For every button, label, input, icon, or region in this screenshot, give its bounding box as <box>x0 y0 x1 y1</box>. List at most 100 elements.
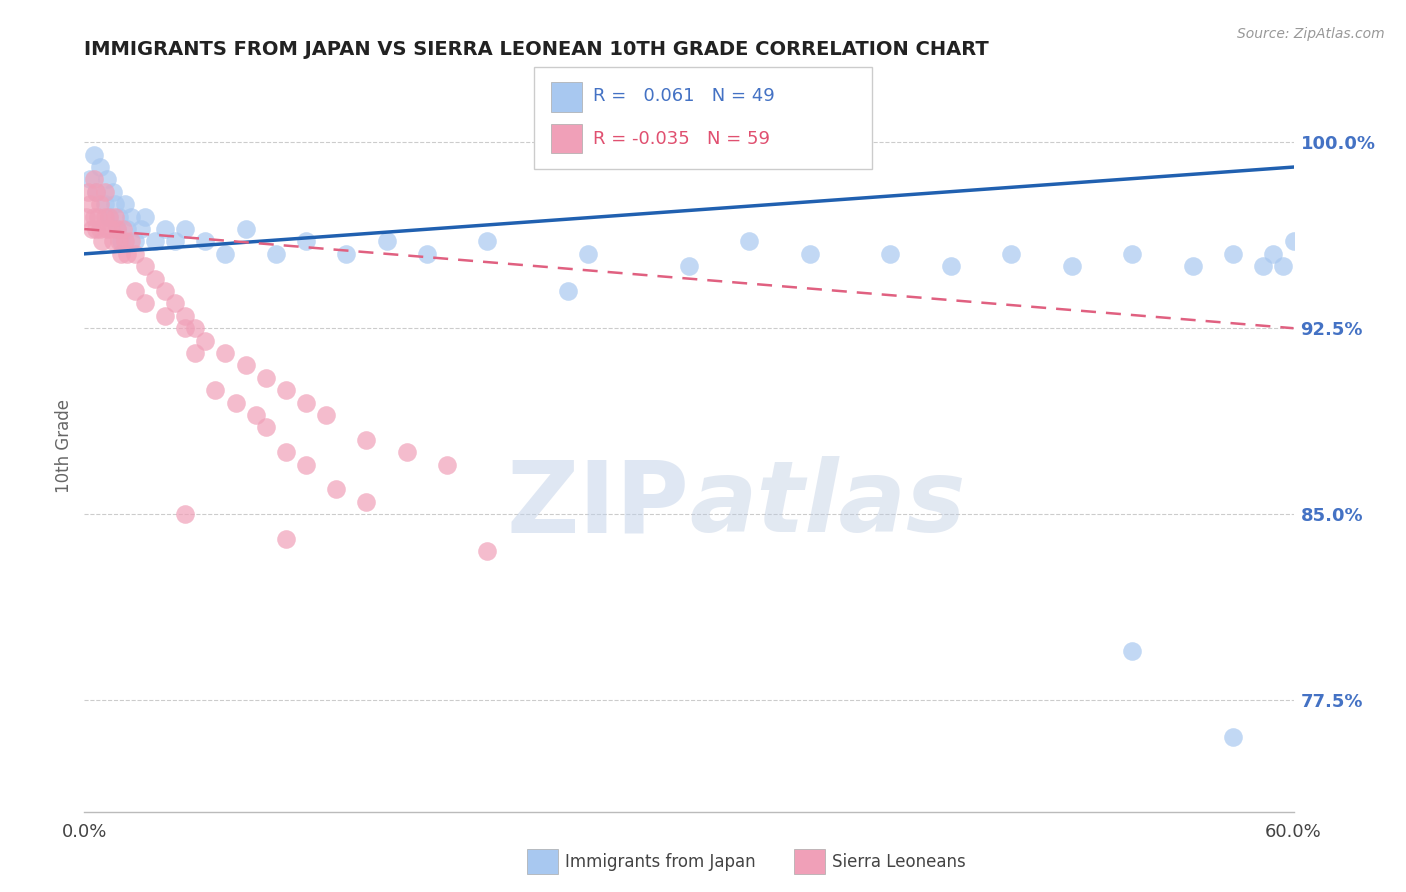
Point <box>87 210 110 224</box>
Point <box>83 172 105 186</box>
Point <box>274 383 297 397</box>
Point <box>1121 247 1143 261</box>
Point <box>335 247 357 261</box>
Point <box>124 284 146 298</box>
Point <box>114 197 136 211</box>
Point <box>143 235 166 249</box>
Point <box>204 383 226 397</box>
Point <box>174 309 197 323</box>
Point <box>114 235 136 249</box>
Point <box>678 259 700 273</box>
Point <box>100 222 122 236</box>
Point <box>174 507 197 521</box>
Point <box>1282 235 1305 249</box>
Point <box>356 433 378 447</box>
Point <box>101 235 124 249</box>
Point <box>315 408 337 422</box>
Point <box>153 309 176 323</box>
Point <box>274 445 297 459</box>
Text: R = -0.035   N = 59: R = -0.035 N = 59 <box>593 130 770 148</box>
Text: IMMIGRANTS FROM JAPAN VS SIERRA LEONEAN 10TH GRADE CORRELATION CHART: IMMIGRANTS FROM JAPAN VS SIERRA LEONEAN … <box>84 40 988 59</box>
Point <box>111 222 134 236</box>
Point <box>557 284 579 298</box>
Point <box>416 247 439 261</box>
Point <box>174 321 197 335</box>
Point <box>1181 259 1204 273</box>
Point <box>107 210 129 224</box>
Point <box>83 210 105 224</box>
Point <box>105 222 128 236</box>
Point <box>120 210 142 224</box>
Point <box>1253 259 1275 273</box>
Point <box>86 222 108 236</box>
Point <box>295 235 318 249</box>
Point <box>89 197 111 211</box>
Y-axis label: 10th Grade: 10th Grade <box>55 399 73 493</box>
Point <box>1272 259 1295 273</box>
Point <box>134 210 156 224</box>
Point <box>1000 247 1022 261</box>
Point <box>1121 643 1143 657</box>
Point <box>89 222 111 236</box>
Point <box>165 235 187 249</box>
Point <box>245 408 267 422</box>
Text: Source: ZipAtlas.com: Source: ZipAtlas.com <box>1237 27 1385 41</box>
Point <box>77 185 100 199</box>
Point <box>214 346 236 360</box>
Point <box>143 271 166 285</box>
Point <box>1222 731 1244 745</box>
Point <box>939 259 962 273</box>
Point <box>82 222 104 236</box>
Point <box>115 222 138 236</box>
Point <box>75 210 97 224</box>
Point <box>96 222 118 236</box>
Point <box>110 235 132 249</box>
Point <box>235 222 257 236</box>
Point <box>105 222 128 236</box>
Point <box>799 247 821 261</box>
Point <box>110 247 132 261</box>
Text: Sierra Leoneans: Sierra Leoneans <box>832 853 966 871</box>
Point <box>93 210 115 224</box>
Point <box>477 544 499 558</box>
Point <box>184 346 207 360</box>
Point <box>107 235 129 249</box>
Point <box>101 185 124 199</box>
Point <box>1263 247 1285 261</box>
Point <box>254 371 277 385</box>
Point <box>93 197 115 211</box>
Point <box>738 235 761 249</box>
Point <box>91 235 114 249</box>
Text: Immigrants from Japan: Immigrants from Japan <box>565 853 756 871</box>
Point <box>477 235 499 249</box>
Point <box>235 359 257 373</box>
Point <box>97 210 120 224</box>
Point <box>214 247 236 261</box>
Point <box>115 247 138 261</box>
Text: R =   0.061   N = 49: R = 0.061 N = 49 <box>593 87 775 105</box>
Point <box>194 235 217 249</box>
Point <box>124 235 146 249</box>
Point <box>395 445 418 459</box>
Point <box>93 185 115 199</box>
Point <box>120 235 142 249</box>
Point <box>86 185 108 199</box>
Point <box>194 334 217 348</box>
Point <box>576 247 599 261</box>
Point <box>86 185 108 199</box>
Text: atlas: atlas <box>689 456 966 553</box>
Point <box>1060 259 1083 273</box>
Point <box>104 197 127 211</box>
Point <box>79 197 101 211</box>
Point <box>436 458 458 472</box>
Point <box>89 160 111 174</box>
Point <box>153 284 176 298</box>
Point <box>165 296 187 310</box>
Point <box>134 296 156 310</box>
Point <box>375 235 398 249</box>
Point <box>96 172 118 186</box>
Point <box>104 210 127 224</box>
Point <box>124 247 146 261</box>
Point <box>184 321 207 335</box>
Point <box>879 247 901 261</box>
